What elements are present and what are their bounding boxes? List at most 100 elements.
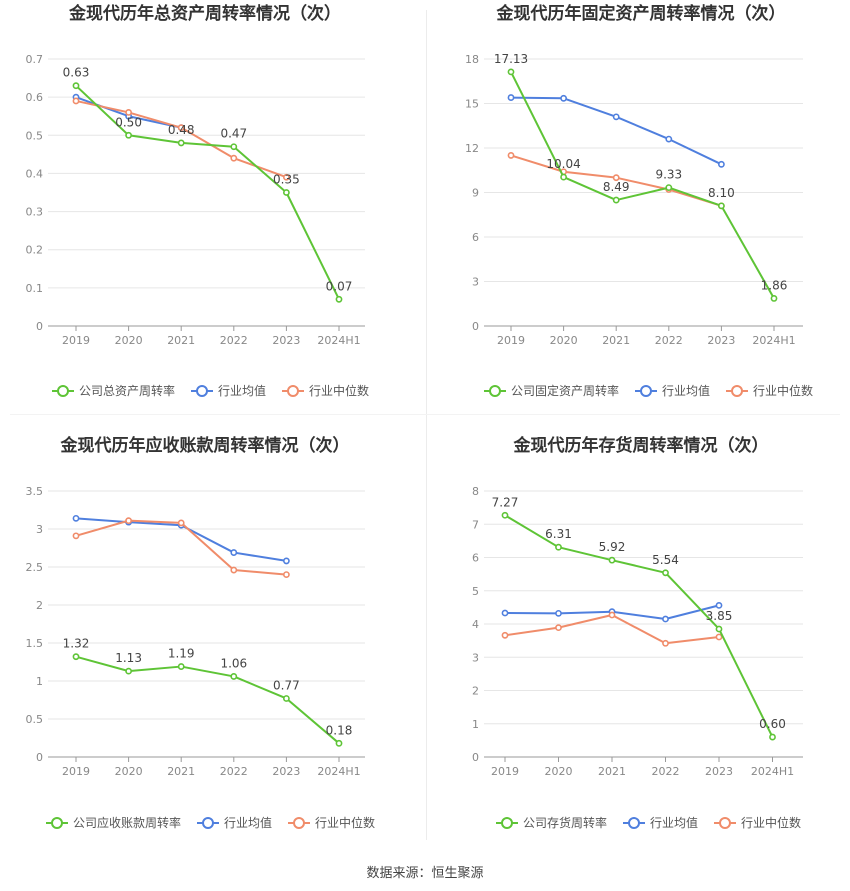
data-label: 0.50 (115, 115, 142, 129)
x-tick-label: 2022 (220, 765, 248, 778)
data-point-company (125, 131, 133, 139)
data-point-median (282, 173, 290, 181)
data-point-company (608, 556, 616, 564)
legend-swatch-marker (196, 385, 208, 397)
data-point-median (230, 566, 238, 574)
x-tick-label: 2021 (598, 765, 626, 778)
vertical-divider (426, 10, 427, 840)
data-point-avg (662, 615, 669, 623)
x-tick-label: 2023 (707, 334, 735, 347)
y-tick-label: 3 (472, 276, 479, 289)
x-tick-label: 2021 (167, 334, 195, 347)
legend-label: 行业中位数 (315, 815, 375, 830)
data-point-median (662, 639, 669, 647)
data-point-avg (560, 94, 567, 102)
data-label: 8.49 (603, 180, 630, 194)
chart-title: 金现代历年固定资产周转率情况（次） (496, 3, 786, 24)
legend-item-median: 行业中位数 (726, 383, 813, 398)
y-tick-label: 3 (472, 651, 479, 664)
data-label: 0.47 (220, 127, 247, 141)
legend-swatch-marker (293, 817, 305, 829)
y-tick-label: 1.5 (26, 637, 44, 650)
legend-label: 公司应收账款周转率 (73, 815, 181, 830)
data-label: 17.13 (494, 52, 528, 66)
data-point-median (177, 124, 185, 132)
chart-panel-1: 金现代历年总资产周转率情况（次） 0 0.1 0.2 0.3 0.4 0.5 0.6 0.7 20… (26, 3, 370, 398)
legend-label: 公司存货周转率 (523, 815, 607, 830)
legend-swatch-marker (628, 817, 640, 829)
y-tick-label: 6 (472, 231, 479, 244)
series-line-company (504, 514, 774, 738)
data-point-avg (555, 609, 562, 617)
data-point-median (72, 532, 80, 540)
legend-item-median: 行业中位数 (714, 815, 801, 830)
data-point-company (125, 667, 133, 675)
legend-swatch-marker (719, 817, 731, 829)
legend-label: 行业中位数 (741, 815, 801, 830)
legend-item-company: 公司存货周转率 (496, 815, 607, 830)
data-label: 0.48 (168, 123, 195, 137)
series-line-company (510, 71, 775, 299)
y-tick-label: 1 (472, 718, 479, 731)
data-point-company (177, 139, 185, 147)
data-point-company (335, 295, 343, 303)
x-tick-label: 2019 (62, 765, 90, 778)
data-point-median (282, 571, 290, 578)
data-point-median (715, 633, 723, 641)
data-point-avg (612, 113, 620, 121)
x-tick-label: 2019 (497, 334, 525, 347)
y-tick-label: 0.2 (26, 244, 44, 257)
data-label: 3.85 (706, 609, 733, 623)
y-tick-label: 8 (472, 485, 479, 498)
legend-item-avg: 行业均值 (197, 815, 272, 830)
chart-title: 金现代历年应收账款周转率情况（次） (60, 435, 350, 456)
y-tick-label: 6 (472, 552, 479, 565)
data-point-company (555, 543, 562, 551)
data-point-company (72, 653, 80, 661)
data-point-avg (282, 557, 290, 565)
legend-swatch-marker (202, 817, 214, 829)
y-tick-label: 3.5 (26, 485, 44, 498)
data-point-median (177, 519, 185, 527)
data-point-company (282, 189, 290, 196)
data-point-avg (507, 94, 515, 101)
chart-panel-4: 金现代历年存货周转率情况（次） 0 1 2 3 4 5 6 7 8 2019 2020 2021 2022… (472, 435, 803, 830)
x-tick-label: 2021 (602, 334, 630, 347)
y-tick-label: 5 (472, 585, 479, 598)
data-point-company (560, 173, 567, 181)
data-label: 5.54 (652, 553, 679, 567)
y-tick-label: 1 (36, 675, 43, 688)
data-point-company (230, 143, 238, 151)
legend-item-avg: 行业均值 (635, 383, 710, 398)
x-tick-label: 2022 (652, 765, 680, 778)
y-tick-label: 7 (472, 518, 479, 531)
x-tick-label: 2024H1 (317, 765, 360, 778)
data-point-company (718, 202, 725, 210)
x-tick-label: 2023 (272, 765, 300, 778)
x-tick-label: 2020 (115, 765, 143, 778)
x-tick-label: 2019 (491, 765, 519, 778)
data-point-avg (715, 601, 723, 609)
data-label: 0.07 (326, 279, 353, 293)
legend-item-company: 公司总资产周转率 (52, 383, 175, 398)
legend-label: 行业均值 (650, 815, 698, 830)
data-point-company (501, 511, 509, 519)
data-source-note: 数据来源：恒生聚源 (366, 866, 484, 881)
data-label: 0.77 (273, 678, 300, 692)
data-point-median (230, 154, 238, 162)
x-tick-label: 2019 (62, 334, 90, 347)
legend-label: 行业中位数 (753, 383, 813, 398)
data-point-company (715, 625, 723, 633)
legend-swatch-marker (489, 385, 501, 397)
data-point-median (507, 152, 515, 159)
y-tick-label: 18 (465, 53, 479, 66)
chart-title: 金现代历年总资产周转率情况（次） (68, 3, 341, 24)
x-tick-label: 2022 (220, 334, 248, 347)
data-point-median (125, 109, 133, 116)
data-point-company (507, 68, 515, 76)
legend-item-company: 公司应收账款周转率 (46, 815, 181, 830)
x-tick-label: 2020 (115, 334, 143, 347)
data-point-company (230, 673, 238, 680)
y-tick-label: 0.6 (26, 91, 44, 104)
data-label: 1.86 (761, 278, 788, 292)
